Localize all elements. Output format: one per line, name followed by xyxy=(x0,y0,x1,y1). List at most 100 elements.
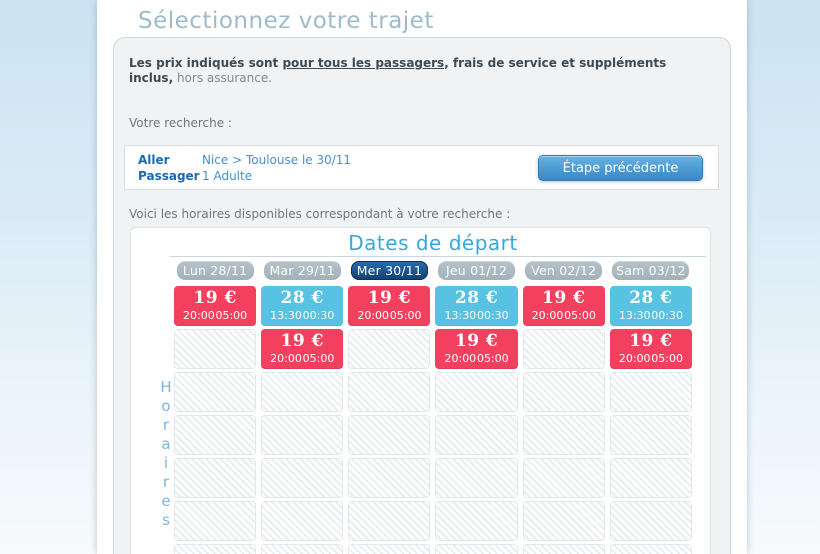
empty-slot xyxy=(174,501,257,541)
empty-slot xyxy=(522,544,605,554)
date-tab[interactable]: Sam 03/12 xyxy=(612,261,690,280)
fare-times: 20:00 05:00 xyxy=(435,352,517,365)
previous-step-button[interactable]: Étape précédente xyxy=(538,155,703,181)
empty-slot xyxy=(348,372,431,412)
fare-cell[interactable]: 19 €20:00 05:00 xyxy=(348,286,431,326)
date-tab[interactable]: Ven 02/12 xyxy=(525,261,603,280)
fare-price: 28 € xyxy=(629,288,673,308)
notice-normal-suffix: hors assurance. xyxy=(173,71,273,85)
page-title: Sélectionnez votre trajet xyxy=(138,8,434,34)
date-tab[interactable]: Mar 29/11 xyxy=(263,261,341,280)
search-row-aller: Aller Nice > Toulouse le 30/11 xyxy=(138,152,718,168)
fare-times: 20:00 05:00 xyxy=(610,352,692,365)
arrival-time: 05:00 xyxy=(476,352,509,365)
timetable-panel: Dates de départ Lun 28/11 Mar 29/11 Mer 30… xyxy=(130,227,711,554)
departure-time: 13:30 xyxy=(444,309,477,322)
arrival-time: 00:30 xyxy=(476,309,509,322)
fare-price: 19 € xyxy=(280,331,324,351)
date-tab[interactable]: Jeu 01/12 xyxy=(437,261,516,280)
timetable-grid: 19 €20:00 05:00 28 €13:30 00:30 19 €20:00 05:… xyxy=(174,286,692,554)
fare-times: 13:30 00:30 xyxy=(610,309,692,322)
heading-rule xyxy=(170,256,706,257)
empty-slot xyxy=(174,372,257,412)
departure-time: 20:00 xyxy=(183,309,215,322)
fare-times: 20:00 05:00 xyxy=(523,309,605,322)
empty-slot xyxy=(348,544,431,554)
fare-times: 20:00 05:00 xyxy=(261,352,343,365)
empty-slot xyxy=(522,372,605,412)
date-tab[interactable]: Lun 28/11 xyxy=(176,261,254,280)
fare-price: 19 € xyxy=(542,288,586,308)
empty-slot xyxy=(522,458,605,498)
empty-slot xyxy=(609,415,692,455)
empty-slot xyxy=(261,458,344,498)
search-rows: Aller Nice > Toulouse le 30/11 Passager 1 … xyxy=(125,146,718,184)
empty-slot xyxy=(348,329,431,369)
fare-cell[interactable]: 28 €13:30 00:30 xyxy=(609,286,692,326)
dates-heading: Dates de départ xyxy=(348,231,518,255)
empty-slot xyxy=(174,415,257,455)
search-row-passager: Passager 1 Adulte xyxy=(138,168,718,184)
passengers-link[interactable]: pour tous les passagers xyxy=(282,56,445,70)
fare-times: 13:30 00:30 xyxy=(435,309,517,322)
empty-slot xyxy=(522,415,605,455)
departure-time: 20:00 xyxy=(531,309,564,322)
results-intro: Voici les horaires disponibles correspon… xyxy=(129,207,511,221)
empty-slot xyxy=(348,415,431,455)
empty-slot xyxy=(261,415,344,455)
departure-time: 20:00 xyxy=(270,352,302,365)
empty-slot xyxy=(174,544,257,554)
date-tab-selected[interactable]: Mer 30/11 xyxy=(350,261,428,280)
fare-cell[interactable]: 19 €20:00 05:00 xyxy=(435,329,518,369)
arrival-time: 05:00 xyxy=(389,309,422,322)
fare-price: 19 € xyxy=(193,288,237,308)
notice-bold-suffix: , frais de service et suppléments inclus… xyxy=(129,56,667,85)
content-column: Sélectionnez votre trajet Les prix indiq… xyxy=(97,0,747,554)
departure-time: 20:00 xyxy=(444,352,477,365)
arrival-time: 05:00 xyxy=(215,309,248,322)
empty-slot xyxy=(609,458,692,498)
fare-cell[interactable]: 19 €20:00 05:00 xyxy=(174,286,257,326)
fare-times: 20:00 05:00 xyxy=(174,309,256,322)
departure-time: 13:30 xyxy=(618,309,651,322)
notice-bold-prefix: Les prix indiqués sont xyxy=(129,56,283,70)
empty-slot xyxy=(435,458,518,498)
pricing-notice: Les prix indiqués sont pour tous les pas… xyxy=(129,56,714,86)
empty-slot xyxy=(261,501,344,541)
empty-slot xyxy=(609,544,692,554)
empty-slot xyxy=(522,329,605,369)
empty-slot xyxy=(435,544,518,554)
fare-cell[interactable]: 28 €13:30 00:30 xyxy=(261,286,344,326)
empty-slot xyxy=(261,544,344,554)
arrival-time: 05:00 xyxy=(302,352,335,365)
date-tabs: Lun 28/11 Mar 29/11 Mer 30/11 Jeu 01/12 Ven … xyxy=(174,261,692,280)
empty-slot xyxy=(435,415,518,455)
arrival-time: 00:30 xyxy=(302,309,335,322)
fare-times: 13:30 00:30 xyxy=(261,309,343,322)
empty-slot xyxy=(609,501,692,541)
departure-time: 20:00 xyxy=(618,352,651,365)
empty-slot xyxy=(174,458,257,498)
arrival-time: 05:00 xyxy=(651,352,683,365)
journey-panel: Les prix indiqués sont pour tous les pas… xyxy=(113,37,731,554)
passager-value: 1 Adulte xyxy=(202,169,253,183)
empty-slot xyxy=(522,501,605,541)
fare-price: 19 € xyxy=(367,288,412,308)
fare-cell[interactable]: 19 €20:00 05:00 xyxy=(261,329,344,369)
fare-price: 19 € xyxy=(454,331,499,351)
empty-slot xyxy=(609,372,692,412)
arrival-time: 05:00 xyxy=(564,309,596,322)
empty-slot xyxy=(348,458,431,498)
fare-times: 20:00 05:00 xyxy=(348,309,430,322)
empty-slot xyxy=(261,372,344,412)
fare-price: 19 € xyxy=(629,331,673,351)
empty-slot xyxy=(435,501,518,541)
departure-time: 20:00 xyxy=(357,309,390,322)
search-summary-box: Aller Nice > Toulouse le 30/11 Passager 1 … xyxy=(124,145,719,190)
fare-cell[interactable]: 19 €20:00 05:00 xyxy=(609,329,692,369)
fare-price: 28 € xyxy=(280,288,324,308)
fare-cell[interactable]: 19 €20:00 05:00 xyxy=(522,286,605,326)
fare-cell[interactable]: 28 €13:30 00:30 xyxy=(435,286,518,326)
passager-label: Passager xyxy=(138,169,200,183)
